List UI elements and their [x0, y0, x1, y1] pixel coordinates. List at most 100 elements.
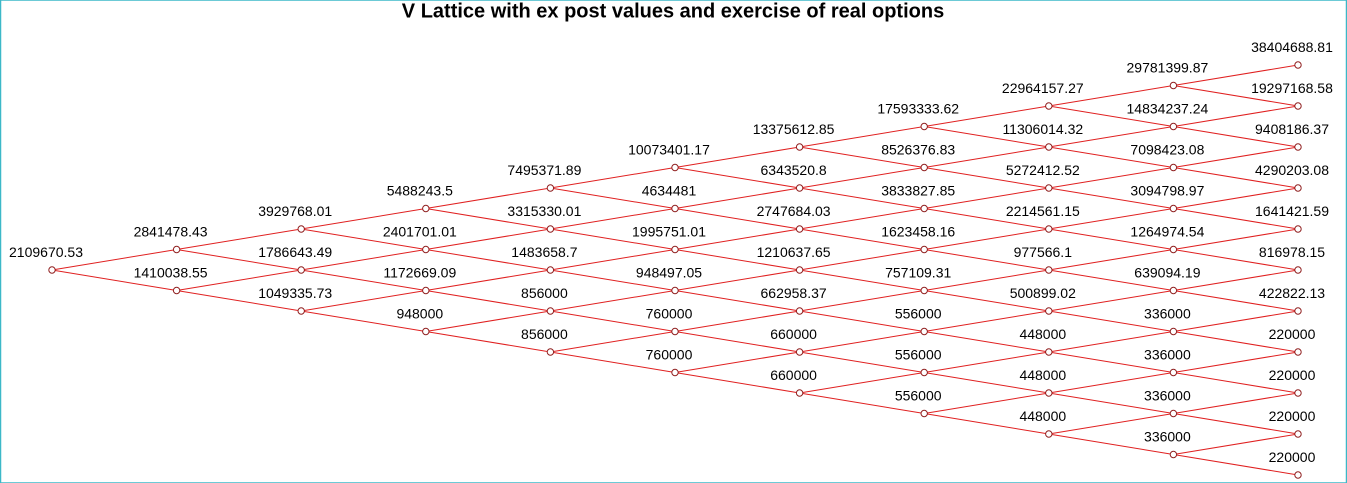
node — [1045, 307, 1053, 315]
node — [1169, 204, 1178, 213]
edge — [799, 208, 925, 230]
node-label: 29781399.87 — [1127, 60, 1209, 76]
node-label: 422822.13 — [1259, 285, 1325, 301]
edge — [799, 269, 925, 291]
edge — [799, 126, 925, 148]
edge — [1048, 85, 1174, 107]
node-label: 5272412.52 — [1006, 162, 1080, 178]
node — [1294, 307, 1302, 315]
edge — [425, 208, 551, 230]
node — [1045, 430, 1053, 438]
edge — [51, 269, 177, 291]
node — [297, 225, 305, 233]
edge — [1173, 290, 1299, 312]
edge — [924, 413, 1049, 435]
edge — [799, 187, 925, 209]
edge — [1173, 126, 1299, 148]
node-label: 448000 — [1019, 326, 1066, 342]
edge — [301, 228, 426, 250]
node — [1169, 327, 1178, 336]
node-label: 220000 — [1269, 326, 1316, 342]
node — [1045, 102, 1053, 110]
node — [671, 327, 679, 336]
edge — [799, 372, 925, 394]
node-label: 948000 — [396, 306, 443, 322]
node — [795, 266, 804, 274]
title: V Lattice with ex post values and exerci… — [402, 0, 944, 22]
node — [920, 409, 928, 418]
node — [1169, 163, 1178, 172]
edge — [924, 392, 1049, 414]
node-label: 1049335.73 — [258, 285, 332, 301]
node-label: 2401701.01 — [383, 224, 457, 240]
edge — [924, 167, 1049, 189]
node-label: 336000 — [1144, 306, 1191, 322]
node-label: 1786643.49 — [258, 244, 332, 260]
edge — [176, 269, 302, 291]
node-label: 977566.1 — [1014, 244, 1073, 260]
node — [671, 163, 679, 172]
node — [920, 163, 928, 172]
node — [795, 389, 804, 397]
edge — [51, 249, 177, 271]
edge — [550, 208, 676, 230]
edge — [1173, 331, 1299, 353]
edge — [1173, 208, 1299, 230]
edge — [1173, 167, 1299, 189]
node-label: 856000 — [521, 285, 568, 301]
node-label: 336000 — [1144, 388, 1191, 404]
edge — [301, 208, 426, 230]
node — [422, 286, 430, 295]
edge — [674, 249, 800, 271]
node — [671, 204, 679, 213]
node — [1169, 122, 1178, 131]
node-label: 4290203.08 — [1255, 162, 1329, 178]
node-label: 220000 — [1269, 449, 1316, 465]
node — [1169, 368, 1178, 377]
edge — [550, 269, 676, 291]
node-label: 760000 — [646, 347, 693, 363]
edge — [1173, 433, 1299, 455]
node — [1045, 348, 1053, 356]
edge — [425, 269, 551, 291]
node-label: 1641421.59 — [1255, 203, 1329, 219]
node-label: 7495371.89 — [507, 162, 581, 178]
edge — [924, 372, 1049, 394]
edge — [1173, 85, 1299, 107]
edge — [674, 310, 800, 332]
node-label: 856000 — [521, 326, 568, 342]
node-label: 1264974.54 — [1130, 224, 1204, 240]
node-label: 220000 — [1269, 408, 1316, 424]
edge — [1048, 228, 1174, 250]
edge — [550, 290, 676, 312]
node — [1294, 143, 1302, 151]
node — [671, 368, 679, 377]
node — [795, 307, 804, 315]
node — [1294, 184, 1302, 192]
edge — [924, 331, 1049, 353]
edge — [550, 331, 676, 353]
node-label: 8526376.83 — [881, 142, 955, 158]
node-label: 500899.02 — [1010, 285, 1076, 301]
node — [920, 245, 928, 254]
node-label: 38404688.81 — [1251, 39, 1333, 55]
node — [920, 204, 928, 213]
edge — [425, 310, 551, 332]
edge — [1048, 331, 1174, 353]
node-label: 1483658.7 — [511, 244, 577, 260]
node-label: 7098423.08 — [1130, 142, 1204, 158]
edge — [1173, 372, 1299, 394]
node — [920, 327, 928, 336]
edge — [1173, 64, 1299, 86]
node — [1169, 409, 1178, 418]
edge — [674, 167, 800, 189]
node — [1045, 266, 1053, 274]
node-label: 2214561.15 — [1006, 203, 1080, 219]
edge — [924, 208, 1049, 230]
node-label: 556000 — [895, 306, 942, 322]
edge — [674, 372, 800, 394]
edge — [1048, 351, 1174, 373]
edge — [924, 146, 1049, 168]
node-label: 757109.31 — [885, 265, 951, 281]
edge — [1173, 454, 1299, 476]
